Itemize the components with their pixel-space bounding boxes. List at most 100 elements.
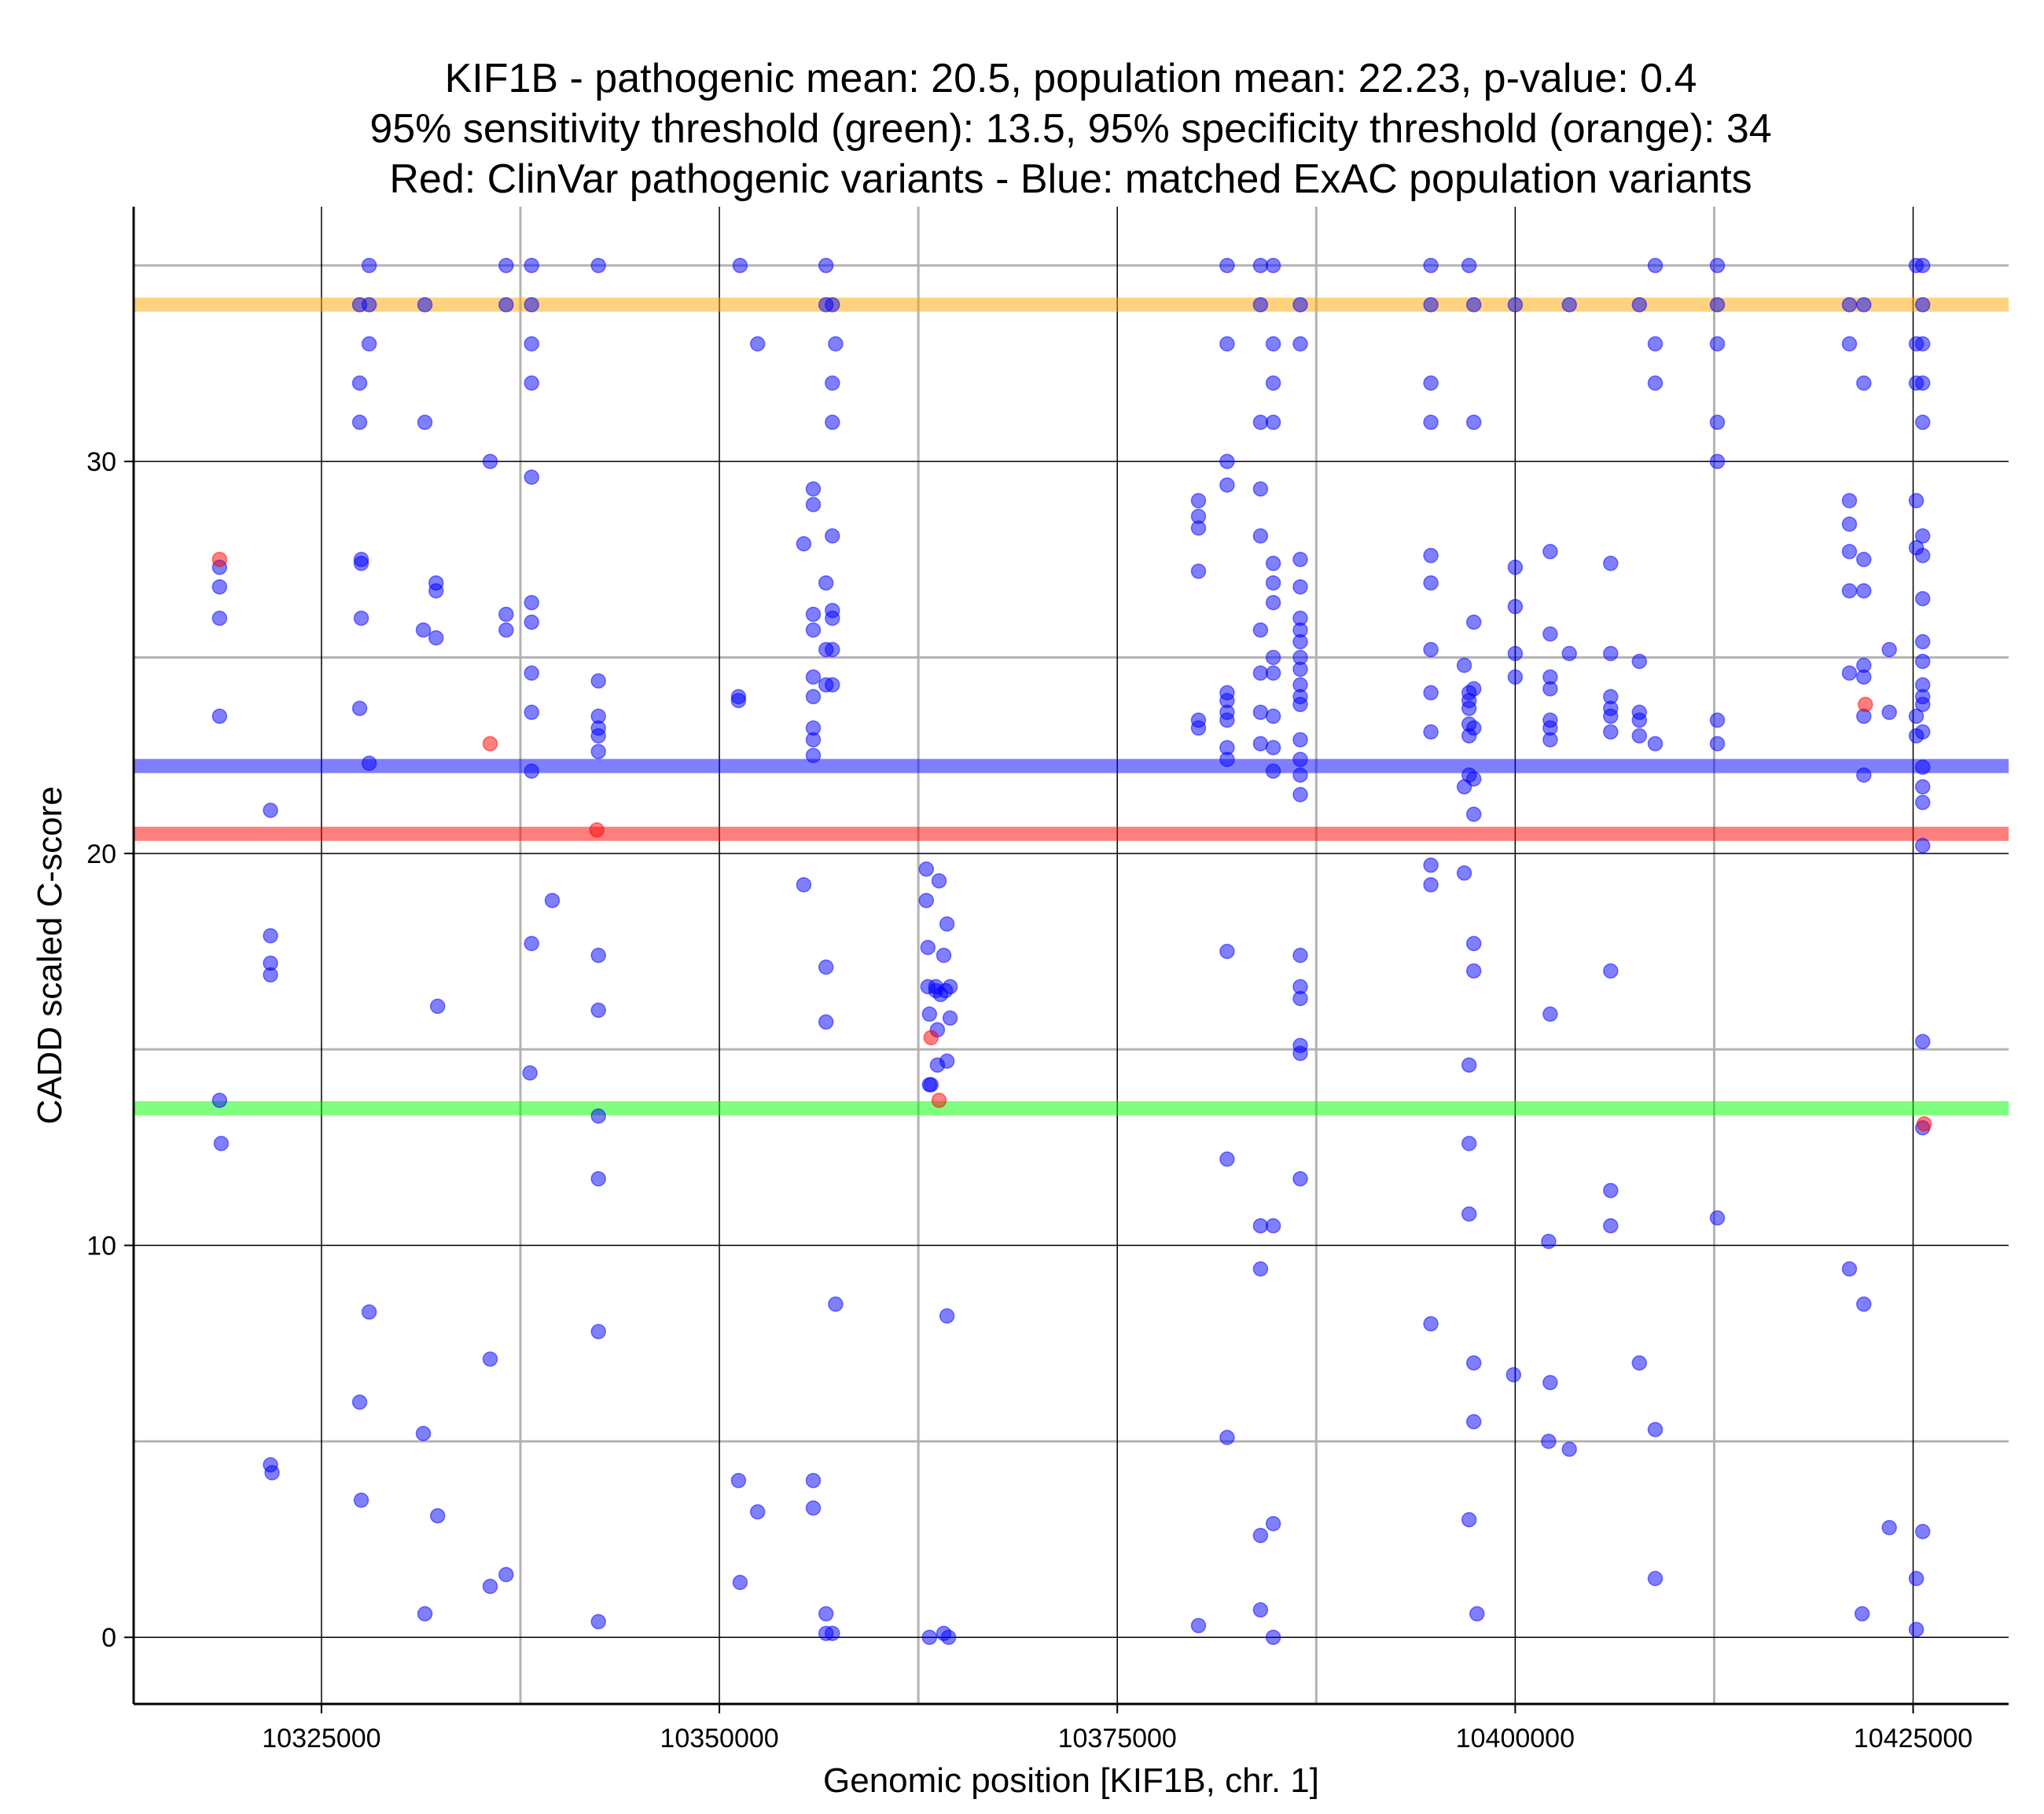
- population-point: [590, 728, 606, 744]
- population-point: [940, 1629, 957, 1645]
- population-point: [1265, 556, 1281, 571]
- pathogenic-point: [211, 552, 228, 567]
- population-point: [1881, 641, 1897, 658]
- y-tick-label: 30: [86, 447, 116, 477]
- population-point: [428, 630, 444, 646]
- x-axis-label: Genomic position [KIF1B, chr. 1]: [823, 1761, 1319, 1800]
- population-point: [498, 258, 514, 274]
- population-point: [1265, 1515, 1281, 1532]
- x-tick-label: 10325000: [262, 1724, 380, 1753]
- population-point: [1292, 1171, 1308, 1187]
- population-point: [211, 610, 228, 626]
- population-point: [1709, 296, 1726, 313]
- population-point: [1252, 622, 1269, 638]
- population-point: [805, 1472, 822, 1489]
- population-point: [818, 1606, 834, 1622]
- population-point: [1423, 548, 1439, 564]
- population-point: [805, 622, 822, 638]
- population-point: [805, 747, 822, 763]
- population-point: [1252, 1217, 1269, 1234]
- population-point: [1709, 258, 1726, 274]
- pathogenic-point: [931, 1092, 947, 1108]
- y-tick-label: 10: [86, 1232, 116, 1261]
- population-point: [1292, 696, 1308, 713]
- population-point: [263, 927, 278, 944]
- population-point: [1914, 724, 1931, 740]
- population-point: [417, 296, 433, 313]
- population-point: [1265, 336, 1281, 352]
- population-point: [1856, 375, 1872, 391]
- population-point: [1914, 375, 1931, 391]
- pathogenic-point: [482, 736, 498, 751]
- population-point: [1465, 296, 1482, 313]
- population-point: [1542, 626, 1558, 642]
- population-point: [263, 802, 278, 818]
- population-point: [1914, 838, 1931, 854]
- population-point: [749, 1504, 766, 1520]
- population-point: [1252, 736, 1269, 751]
- population-point: [1914, 336, 1931, 352]
- chart-title: KIF1B - pathogenic mean: 20.5, populatio…: [369, 56, 1771, 202]
- title-line-1: KIF1B - pathogenic mean: 20.5, populatio…: [445, 56, 1697, 101]
- population-point: [1423, 258, 1439, 274]
- population-point: [1456, 865, 1472, 881]
- pathogenic-point: [589, 822, 605, 838]
- population-point: [1507, 669, 1524, 685]
- population-point: [1914, 653, 1931, 670]
- population-point: [1292, 1045, 1308, 1061]
- population-point: [1423, 857, 1439, 873]
- population-point: [1219, 751, 1235, 767]
- population-point: [1507, 598, 1524, 615]
- population-point: [1914, 1523, 1931, 1540]
- population-point: [590, 1614, 606, 1630]
- population-point: [825, 610, 840, 626]
- population-point: [1914, 528, 1931, 544]
- population-point: [524, 258, 539, 274]
- population-point: [1505, 1367, 1522, 1383]
- population-point: [417, 1606, 433, 1622]
- x-tick-label: 10375000: [1058, 1724, 1177, 1753]
- population-point: [825, 296, 840, 313]
- population-point: [825, 641, 840, 658]
- data-points: [211, 258, 1932, 1645]
- population-point: [1461, 700, 1477, 717]
- population-point: [918, 861, 935, 877]
- population-point: [524, 935, 539, 952]
- population-point: [1190, 520, 1207, 536]
- x-tick-label: 10425000: [1854, 1724, 1972, 1753]
- population-point: [1252, 296, 1269, 313]
- population-point: [482, 1578, 498, 1595]
- population-point: [1292, 552, 1308, 567]
- population-point: [498, 606, 514, 622]
- population-point: [1856, 767, 1872, 783]
- population-point: [211, 578, 228, 595]
- population-point: [1423, 296, 1439, 313]
- population-point: [1914, 1034, 1931, 1049]
- population-point: [920, 939, 936, 956]
- population-point: [1252, 414, 1269, 431]
- population-point: [825, 1625, 840, 1641]
- population-point: [1292, 661, 1308, 677]
- population-point: [1841, 516, 1858, 532]
- population-point: [1465, 614, 1482, 630]
- population-point: [590, 673, 606, 689]
- population-point: [936, 947, 952, 964]
- population-point: [429, 998, 446, 1015]
- population-point: [524, 763, 539, 779]
- population-point: [1631, 653, 1648, 670]
- population-point: [1265, 258, 1281, 274]
- population-point: [415, 1426, 432, 1441]
- population-point: [942, 1010, 958, 1026]
- population-point: [590, 947, 606, 964]
- population-point: [1456, 657, 1472, 674]
- population-point: [1252, 1261, 1269, 1277]
- population-point: [1219, 258, 1235, 274]
- population-point: [921, 1006, 938, 1023]
- population-point: [1252, 481, 1269, 497]
- population-point: [1265, 594, 1281, 611]
- population-point: [1631, 728, 1648, 744]
- pathogenic-point: [923, 1030, 939, 1045]
- population-point: [805, 481, 822, 497]
- title-line-2: 95% sensitivity threshold (green): 13.5,…: [369, 106, 1771, 152]
- population-point: [1914, 258, 1931, 274]
